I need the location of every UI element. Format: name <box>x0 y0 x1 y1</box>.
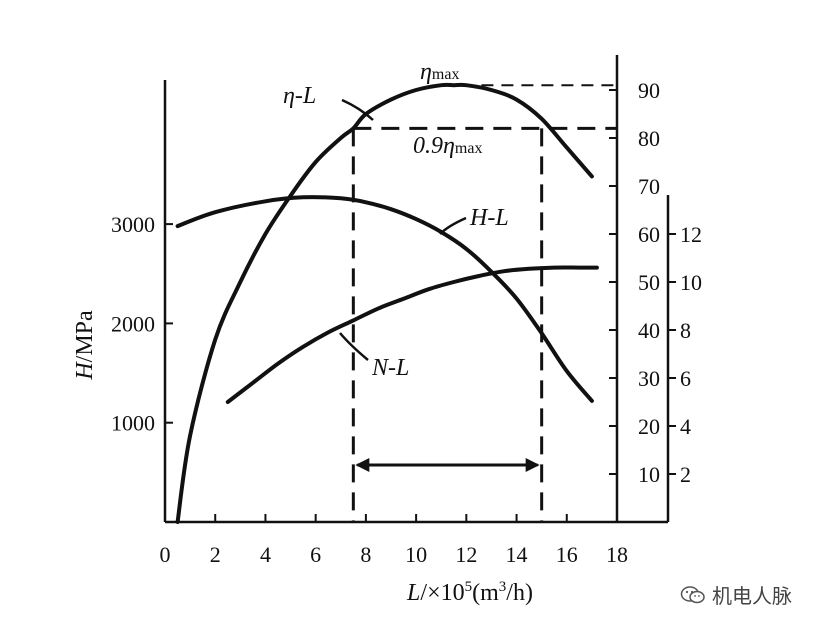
eta-y-ticks: 10 20 30 40 50 60 70 80 90 <box>609 78 660 487</box>
x-tick-label: 12 <box>455 542 477 567</box>
eta-y-tick-label: 20 <box>638 414 660 439</box>
eta-y-tick-label: 30 <box>638 366 660 391</box>
n-y-ticks: 2 4 6 8 10 12 <box>668 222 702 487</box>
watermark: 机电人脉 <box>680 580 792 609</box>
x-tick-label: 2 <box>210 542 221 567</box>
left-y-ticks: 1000 2000 3000 <box>111 212 173 436</box>
x-tick-label: 16 <box>556 542 578 567</box>
x-tick-label: 4 <box>260 542 271 567</box>
x-tick-label: 18 <box>606 542 628 567</box>
eta-y-tick-label: 90 <box>638 78 660 103</box>
eta-y-tick-label: 70 <box>638 174 660 199</box>
n-y-tick-label: 8 <box>680 318 691 343</box>
n-y-tick-label: 6 <box>680 366 691 391</box>
eta-max-label: ηmax <box>420 59 459 85</box>
n-l-leader <box>339 332 369 361</box>
watermark-text: 机电人脉 <box>712 584 792 608</box>
h-l-leader <box>439 216 467 235</box>
x-tick-label: 14 <box>506 542 528 567</box>
n-y-tick-label: 2 <box>680 462 691 487</box>
x-tick-label: 0 <box>160 542 171 567</box>
n-y-tick-label: 4 <box>680 414 691 439</box>
curves <box>175 82 599 524</box>
range-arrow-head-right <box>525 458 540 472</box>
labels: η-L H-L N-L ηmax 0.9ηmax <box>283 59 509 381</box>
x-axis-title: L/×105(m3/h) <box>406 579 533 606</box>
range-arrow-head-left <box>355 458 370 472</box>
eta-y-tick-label: 40 <box>638 318 660 343</box>
series-h-l-curve <box>175 195 594 403</box>
n-y-tick-label: 10 <box>680 270 702 295</box>
reference-lines <box>351 84 617 522</box>
eta-y-tick-label: 80 <box>638 126 660 151</box>
x-tick-label: 6 <box>310 542 321 567</box>
left-y-tick-label: 1000 <box>111 411 155 436</box>
x-ticks: 0 2 4 6 8 10 12 14 16 18 <box>160 514 628 567</box>
eta-l-leader <box>341 98 374 121</box>
left-y-tick-label: 2000 <box>111 311 155 336</box>
eta-y-tick-label: 60 <box>638 222 660 247</box>
series-n-l-label: N-L <box>371 355 409 381</box>
left-y-tick-label: 3000 <box>111 212 155 237</box>
series-h-l-label: H-L <box>469 205 509 231</box>
x-tick-label: 8 <box>360 542 371 567</box>
series-n-l-curve <box>225 265 599 404</box>
eta-y-tick-label: 10 <box>638 462 660 487</box>
x-tick-label: 10 <box>405 542 427 567</box>
eta-09-label: 0.9ηmax <box>413 133 482 159</box>
series-eta-l-curve <box>175 82 594 524</box>
y-axis-title: H/MPa <box>72 310 98 381</box>
eta-y-tick-label: 50 <box>638 270 660 295</box>
n-y-tick-label: 12 <box>680 222 702 247</box>
series-eta-l-label: η-L <box>283 83 316 109</box>
wechat-icon <box>680 585 705 603</box>
